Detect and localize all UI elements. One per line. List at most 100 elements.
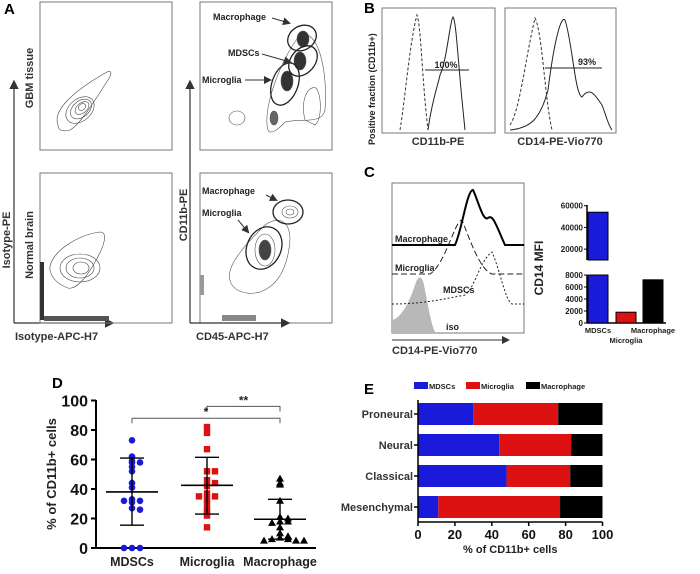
c-y-tick-label: 40000 — [561, 223, 584, 232]
bar-segment-proneural-microglia — [473, 403, 559, 425]
e-x-tick-label: 80 — [558, 527, 572, 542]
c-y-tick-label: 60000 — [561, 202, 584, 211]
right-x-axis-label: CD45-APC-H7 — [196, 331, 269, 343]
point-mdscs — [120, 544, 128, 552]
e-y-tick-label: Classical — [365, 471, 413, 483]
overlay-histogram — [391, 182, 525, 334]
row-label-gbm: GBM tissue — [24, 48, 36, 109]
histogram-cd14 — [504, 7, 617, 134]
trace-label-iso: iso — [446, 322, 460, 332]
cd11b-trace — [427, 16, 466, 131]
point-mdscs — [128, 544, 136, 552]
isotype-trace — [509, 16, 553, 131]
iso-trace — [392, 277, 436, 333]
gate-label-gbm-macrophage: Macrophage — [213, 12, 266, 22]
c-y-tick-label: 0 — [579, 319, 584, 328]
c-y-axis-label: CD14 MFI — [532, 241, 546, 296]
macrophage-trace — [392, 188, 524, 246]
e-x-tick-label: 0 — [414, 527, 421, 542]
bar-mdscs-lower — [587, 274, 609, 324]
x-axis-label: Isotype-APC-H7 — [15, 331, 98, 343]
bar-segment-neural-macrophage — [571, 434, 603, 456]
stacked-bar-chart: Proneural Neural Classical Mesenchymal 0 20 40… — [341, 382, 614, 556]
d-y-tick-label: 60 — [70, 453, 88, 470]
point-macrophage — [276, 480, 284, 488]
point-macrophage — [300, 536, 308, 544]
point-macrophage — [276, 474, 284, 482]
point-macrophage — [292, 536, 300, 544]
contour-gbm-cd45-cd11b — [228, 30, 326, 133]
gates-normal — [245, 199, 304, 270]
legend-swatch-macrophage — [526, 382, 540, 389]
c-x-tick-label: Macrophage — [631, 326, 675, 335]
bar-segment-neural-microglia — [499, 434, 572, 456]
point-microglia — [203, 524, 211, 531]
panel-c-letter: C — [364, 164, 375, 181]
panel-d-letter: D — [52, 375, 63, 392]
bar-segment-classical-macrophage — [570, 465, 603, 487]
e-y-tick-label: Mesenchymal — [341, 502, 413, 514]
arrow — [271, 17, 291, 26]
c-x-tick-label: Microglia — [610, 336, 644, 345]
e-x-axis-label: % of CD11b+ cells — [463, 544, 557, 556]
bar-segment-classical-microglia — [506, 465, 571, 487]
d-y-tick-label: 0 — [79, 541, 88, 558]
significance-label: ** — [239, 393, 249, 407]
point-microglia — [211, 468, 219, 475]
b-x-axis-label-1: CD11b-PE — [412, 136, 465, 148]
c-y-tick-label: 8000 — [565, 271, 583, 280]
bar-segment-proneural-mdscs — [418, 403, 474, 425]
panel-b: B Positive fraction (CD11b+) 100% CD11b-… — [364, 0, 617, 148]
point-mdscs — [128, 437, 136, 444]
legend-label-microglia: Microglia — [481, 382, 515, 391]
bar-segment-classical-mdscs — [418, 465, 507, 487]
point-microglia — [211, 479, 219, 487]
gate-label-93: 93% — [578, 57, 596, 67]
bar-segment-mesenchymal-macrophage — [560, 496, 603, 518]
panel-d: D 0 20 40 60 80 100% of CD11b+ cells MDSCs Micr… — [44, 375, 317, 569]
point-microglia — [203, 445, 211, 453]
isotype-trace — [399, 13, 429, 131]
e-y-tick-label: Proneural — [362, 409, 413, 421]
point-mdscs — [136, 544, 144, 552]
d-y-tick-label: 20 — [70, 512, 88, 529]
gate-label-gbm-mdscs: MDSCs — [228, 48, 260, 58]
d-x-tick-label: Macrophage — [243, 555, 317, 569]
trace-label-macrophage: Macrophage — [395, 234, 448, 244]
c-y-tick-label: 20000 — [561, 245, 584, 254]
panel-a: A Isotype-PE Isotype-APC-H7 GBM tissue N… — [1, 1, 333, 343]
cd14-trace — [509, 19, 613, 131]
arrow — [261, 53, 292, 65]
bar-segment-neural-mdscs — [418, 434, 500, 456]
point-mdscs — [136, 506, 144, 513]
bar-macrophage — [642, 279, 664, 324]
e-x-tick-label: 100 — [592, 527, 614, 542]
legend-swatch-microglia — [466, 382, 480, 389]
panel-c: C Macrophage Microglia MDSCs iso CD14-PE… — [364, 164, 675, 357]
y-axis-label: Isotype-PE — [1, 212, 13, 269]
e-y-tick-label: Neural — [379, 440, 413, 452]
legend-label-mdscs: MDSCs — [429, 382, 455, 391]
contour-normal-isotype — [40, 231, 109, 321]
legend-label-macrophage: Macrophage — [541, 382, 585, 391]
trace-label-mdscs: MDSCs — [443, 285, 475, 295]
point-mdscs — [136, 459, 144, 466]
point-microglia — [211, 493, 219, 500]
c-y-tick-label: 4000 — [565, 295, 583, 304]
point-microglia — [203, 512, 211, 519]
e-x-tick-label: 60 — [521, 527, 535, 542]
gates-gbm — [270, 24, 318, 106]
d-x-tick-label: Microglia — [180, 555, 236, 569]
cd14-mfi-bar-chart: 0 2000 4000 6000 8000 20000 40000 60000 CD14 MFI… — [532, 202, 675, 345]
bar-segment-proneural-macrophage — [558, 403, 603, 425]
panel-e-letter: E — [364, 381, 374, 398]
bar-segment-mesenchymal-microglia — [438, 496, 561, 518]
legend-swatch-mdscs — [414, 382, 428, 389]
c-x-axis-label: CD14-PE-Vio770 — [392, 345, 477, 357]
plot-gbm-cd45-cd11b — [199, 1, 333, 151]
bar-mdscs-upper — [587, 211, 609, 261]
gate-label-gbm-microglia: Microglia — [202, 75, 243, 85]
significance-label: * — [204, 405, 209, 419]
d-y-tick-label: 100 — [61, 394, 88, 411]
d-x-tick-label: MDSCs — [110, 555, 154, 569]
